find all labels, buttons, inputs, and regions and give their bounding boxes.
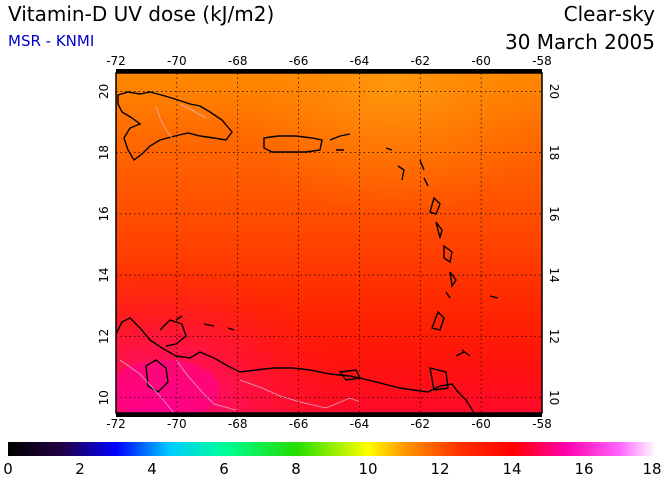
lon-tick-label: -72 (106, 417, 126, 431)
colorbar-tick-label: 8 (291, 460, 301, 478)
hispaniola-coast (117, 91, 233, 162)
lake-maracaibo (145, 359, 169, 393)
lon-tick-label: -66 (289, 417, 309, 431)
lat-tick-label: 12 (97, 329, 111, 344)
coastlines (116, 91, 499, 413)
colorbar-tick-label: 4 (147, 460, 157, 478)
lat-ticks-left: 10 12 14 16 18 20 (97, 84, 111, 406)
lat-tick-label: 20 (97, 84, 111, 99)
lat-tick-label: 16 (97, 206, 111, 221)
lon-tick-label: -58 (532, 417, 552, 431)
lat-ticks-right: 10 12 14 16 18 20 (547, 84, 561, 406)
top-frame-band (116, 69, 542, 73)
lat-tick-label: 12 (547, 329, 561, 344)
lon-tick-label: -62 (410, 54, 430, 68)
lon-tick-label: -64 (350, 417, 370, 431)
source-label: MSR - KNMI (8, 32, 95, 50)
colorbar-tick-label: 10 (358, 460, 378, 478)
paraguana-coast (159, 319, 187, 347)
lat-tick-label: 14 (547, 268, 561, 283)
lon-tick-label: -68 (228, 417, 248, 431)
map-title: Vitamin-D UV dose (kJ/m2) (8, 2, 275, 26)
lon-tick-label: -68 (228, 54, 248, 68)
colorbar-tick-label: 0 (3, 460, 13, 478)
dose-field (116, 73, 542, 413)
borders (119, 103, 361, 413)
lat-tick-label: 14 (97, 268, 111, 283)
lon-tick-label: -64 (350, 54, 370, 68)
colorbar-tick-label: 6 (219, 460, 229, 478)
aruba-curacao (175, 315, 235, 331)
bottom-frame-band (116, 413, 542, 417)
colorbar-tick-label: 12 (430, 460, 450, 478)
colorbar-tick-label: 2 (75, 460, 85, 478)
lon-tick-label: -58 (532, 54, 552, 68)
colorbar-tick-label: 18 (642, 460, 662, 478)
lon-ticks-top: -72 -70 -68 -66 -64 -62 -60 -58 (106, 54, 552, 68)
uv-dose-map: -72 -70 -68 -66 -64 -62 -60 -58 -72 -70 -68 -66 -64… (97, 54, 561, 431)
margarita-trinidad (338, 351, 465, 391)
lat-tick-label: 10 (547, 390, 561, 405)
lat-tick-label: 18 (547, 145, 561, 160)
lon-tick-label: -72 (106, 54, 126, 68)
lat-tick-label: 18 (97, 145, 111, 160)
dose-colorbar (8, 442, 656, 456)
colorbar-tick-label: 14 (502, 460, 522, 478)
virgin-islands-coast (329, 133, 351, 151)
colorbar-tick-label: 16 (574, 460, 594, 478)
lon-tick-label: -70 (167, 54, 187, 68)
lat-tick-label: 10 (97, 390, 111, 405)
puerto-rico-coast (263, 135, 323, 153)
lon-tick-label: -66 (289, 54, 309, 68)
lon-tick-label: -60 (471, 417, 491, 431)
lon-tick-label: -60 (471, 54, 491, 68)
lat-tick-label: 20 (547, 84, 561, 99)
graticule (116, 73, 542, 413)
lat-tick-label: 16 (547, 206, 561, 221)
sky-type-label: Clear-sky (563, 2, 655, 26)
lon-tick-label: -70 (167, 417, 187, 431)
lon-tick-label: -62 (410, 417, 430, 431)
lon-ticks-bottom: -72 -70 -68 -66 -64 -62 -60 -58 (106, 417, 552, 431)
date-label: 30 March 2005 (504, 30, 655, 54)
